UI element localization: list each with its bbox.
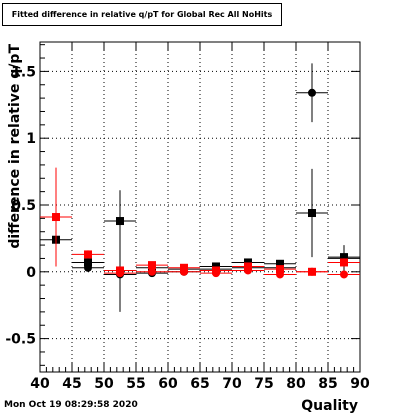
data-point-square (244, 262, 252, 271)
x-tick-label: 70 (222, 376, 242, 392)
x-tick-label: 55 (126, 376, 145, 392)
data-point-circle (276, 270, 284, 279)
x-tick-label: 50 (94, 376, 114, 392)
x-tick-label: 60 (158, 376, 178, 392)
chart-title: Fitted difference in relative q/pT for G… (2, 3, 282, 26)
data-point-circle (244, 266, 252, 275)
data-point-square (84, 250, 92, 259)
data-point-square (244, 258, 252, 267)
data-series (40, 63, 360, 312)
x-tick-label: 90 (350, 376, 370, 392)
data-point-square (52, 213, 60, 222)
data-point-circle (148, 267, 156, 276)
x-axis-label: Quality (301, 398, 358, 414)
y-tick-label: -0.5 (5, 332, 36, 348)
y-tick-label: 0 (26, 265, 36, 281)
data-point-circle (180, 267, 188, 276)
data-point-square (116, 217, 124, 226)
data-point-square (148, 261, 156, 270)
y-axis-label: difference in relative q/pT (7, 44, 23, 249)
data-point-circle (308, 267, 316, 276)
data-point-circle (84, 263, 92, 272)
data-point-square (308, 209, 316, 218)
x-tick-label: 75 (254, 376, 273, 392)
series-3 (104, 266, 360, 279)
data-point-circle (116, 269, 124, 278)
axis-ticks: 40 45 50 55 60 65 70 75 80 85 90 -0.5 0 0.5 1 1.5 (5, 42, 370, 392)
data-point-square (84, 258, 92, 267)
data-point-square (276, 259, 284, 268)
data-point-circle (212, 269, 220, 278)
data-point-square (180, 263, 188, 272)
timestamp: Mon Oct 19 08:29:58 2020 (4, 400, 138, 410)
y-tick-label: 1.5 (11, 64, 36, 80)
y-tick-label: 0.5 (11, 198, 36, 214)
data-point-square (340, 258, 348, 267)
data-point-circle (340, 270, 348, 279)
y-tick-label: 1 (26, 131, 36, 147)
x-tick-label: 80 (286, 376, 306, 392)
x-tick-label: 65 (190, 376, 209, 392)
data-point-circle (308, 88, 316, 97)
data-point-square (276, 265, 284, 274)
x-tick-label: 40 (30, 376, 50, 392)
x-tick-label: 85 (318, 376, 337, 392)
x-tick-label: 45 (62, 376, 81, 392)
